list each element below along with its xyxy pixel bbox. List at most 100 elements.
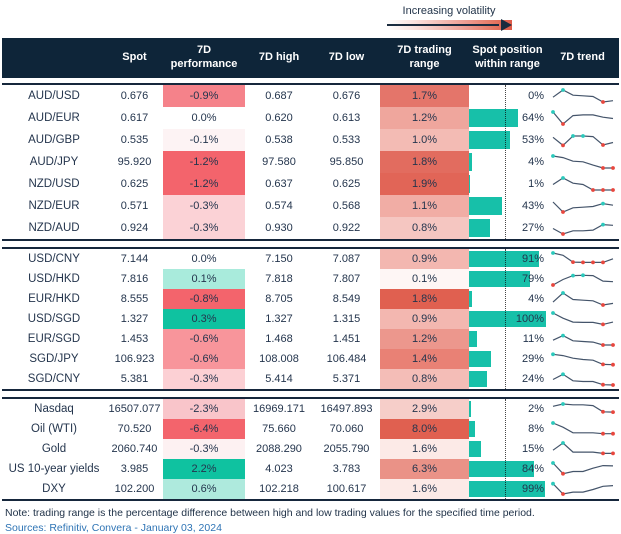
high-value: 8.705 <box>265 293 293 305</box>
range-cell: 0.8% <box>380 217 469 239</box>
trend-cell <box>546 249 619 269</box>
table-row: Gold 2060.740 -0.3% 2088.290 2055.790 1.… <box>2 439 619 459</box>
instrument-label: DXY <box>42 483 66 495</box>
position-bar-cell: 79% <box>469 269 546 289</box>
performance-cell: 0.0% <box>163 107 245 129</box>
low-value: 0.613 <box>332 112 361 124</box>
position-bar <box>469 311 546 327</box>
position-bar-cell: 29% <box>469 349 546 369</box>
position-bar-cell: 43% <box>469 195 546 217</box>
spot-value: 0.625 <box>120 178 149 190</box>
volatility-gradient <box>386 19 512 31</box>
spot-value: 0.571 <box>120 200 149 212</box>
sparkline-svg <box>550 272 613 287</box>
position-bar <box>469 131 510 149</box>
sparkline-svg <box>552 333 615 347</box>
high-value: 2088.290 <box>256 443 302 455</box>
position-bar-cell: 100% <box>469 309 546 329</box>
sparkline-svg <box>550 460 613 476</box>
performance-cell: -0.3% <box>163 217 245 239</box>
performance-cell: 0.0% <box>163 249 245 269</box>
performance-cell: -0.6% <box>163 349 245 369</box>
performance-cell: -0.3% <box>163 369 245 389</box>
trend-cell <box>546 419 619 439</box>
note-text: Note: trading range is the percentage di… <box>5 507 535 519</box>
position-label: 91% <box>521 253 544 265</box>
sparkline-svg <box>552 290 613 307</box>
low-value: 0.922 <box>332 222 361 234</box>
low-value: 5.371 <box>332 373 361 385</box>
range-cell: 1.2% <box>380 107 469 129</box>
header-7d-trend: 7D trend <box>560 51 605 64</box>
sparkline-svg <box>550 250 613 264</box>
high-value: 7.818 <box>265 273 293 285</box>
position-bar <box>469 291 473 307</box>
position-bar <box>469 219 490 237</box>
low-value: 106.484 <box>326 353 367 365</box>
position-bar-cell: 4% <box>469 151 546 173</box>
high-value: 0.637 <box>265 178 293 190</box>
range-cell: 1.2% <box>380 329 469 349</box>
performance-cell: 0.1% <box>163 269 245 289</box>
instrument-label: AUD/GBP <box>28 134 80 146</box>
arrow-line <box>387 24 499 26</box>
table-row: USD/SGD 1.327 0.3% 1.327 1.315 0.9% 100% <box>2 309 619 329</box>
instrument-label: SGD/JPY <box>29 353 79 365</box>
performance-cell: -0.8% <box>163 289 245 309</box>
instrument-label: EUR/SGD <box>27 333 81 345</box>
low-value: 3.783 <box>332 463 361 475</box>
high-value: 97.580 <box>262 156 296 168</box>
range-cell: 1.8% <box>380 151 469 173</box>
range-cell: 0.9% <box>380 309 469 329</box>
spot-value: 1.453 <box>120 333 149 345</box>
position-bar <box>469 175 470 193</box>
position-bar <box>469 331 478 347</box>
header-spot-position: Spot position within range <box>472 44 543 70</box>
position-label: 27% <box>521 222 544 234</box>
position-label: 24% <box>521 373 544 385</box>
position-label: 64% <box>521 112 544 124</box>
group-asia-pairs: USD/CNY 7.144 0.0% 7.150 7.087 0.9% 91% … <box>2 247 619 391</box>
sparkline-svg <box>550 481 613 496</box>
position-bar-cell: 1% <box>469 173 546 195</box>
low-value: 0.533 <box>332 134 361 146</box>
range-cell: 1.6% <box>380 439 469 459</box>
sparkline-svg <box>550 153 615 170</box>
position-label: 1% <box>528 178 544 190</box>
instrument-label: SGD/CNY <box>27 373 81 385</box>
instrument-label: NZD/USD <box>28 178 80 190</box>
low-value: 8.549 <box>332 293 361 305</box>
low-value: 7.087 <box>332 253 361 265</box>
table-row: SGD/CNY 5.381 -0.3% 5.414 5.371 0.8% 24% <box>2 369 619 389</box>
spot-value: 0.617 <box>120 112 149 124</box>
high-value: 7.150 <box>265 253 293 265</box>
table-row: AUD/USD 0.676 -0.9% 0.687 0.676 1.7% 0% <box>2 85 619 107</box>
instrument-label: Gold <box>41 443 67 455</box>
header-7d-performance: 7D performance <box>170 44 238 70</box>
range-cell: 6.3% <box>380 459 469 479</box>
spot-value: 5.381 <box>120 373 149 385</box>
position-bar-cell: 64% <box>469 107 546 129</box>
instrument-label: NZD/EUR <box>28 200 80 212</box>
table-row: USD/CNY 7.144 0.0% 7.150 7.087 0.9% 91% <box>2 249 619 269</box>
sparkline-svg <box>550 351 615 367</box>
position-bar <box>469 351 492 367</box>
header-7d-high: 7D high <box>258 51 300 64</box>
performance-cell: -0.3% <box>163 195 245 217</box>
sparkline-svg <box>550 420 615 436</box>
position-bar-cell: 24% <box>469 369 546 389</box>
trend-cell <box>546 459 619 479</box>
spot-value: 8.555 <box>120 293 149 305</box>
instrument-label: Oil (WTI) <box>31 423 77 435</box>
position-label: 43% <box>521 200 544 212</box>
trend-cell <box>546 173 619 195</box>
range-cell: 0.9% <box>380 249 469 269</box>
instrument-label: USD/SGD <box>27 313 81 325</box>
range-cell: 8.0% <box>380 419 469 439</box>
position-bar-cell: 27% <box>469 217 546 239</box>
position-bar <box>469 271 530 287</box>
group-audnzd-pairs: AUD/USD 0.676 -0.9% 0.687 0.676 1.7% 0% … <box>2 83 619 241</box>
position-label: 99% <box>521 483 544 495</box>
sparkline-svg <box>552 175 615 192</box>
performance-cell: 0.6% <box>163 479 245 499</box>
